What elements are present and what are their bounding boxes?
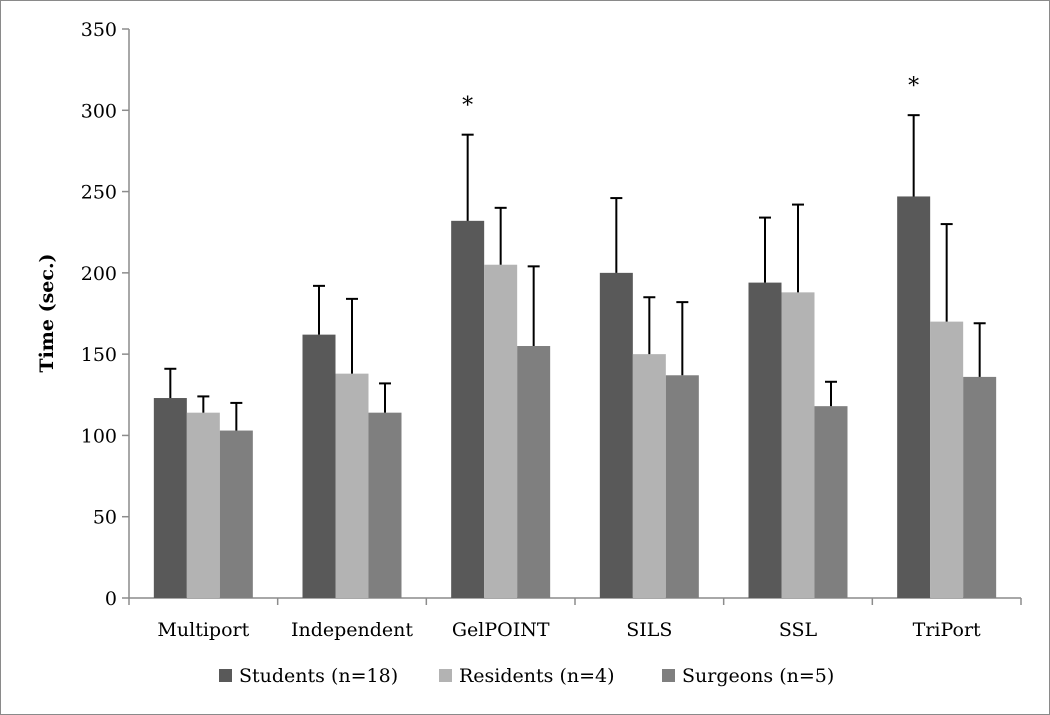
y-tick-label: 0 [105,588,117,610]
x-tick-label: GelPOINT [452,619,550,641]
bar-students [153,398,187,598]
legend-swatch [439,669,452,682]
bar-residents [930,321,964,598]
x-tick-label: SSL [779,619,818,641]
x-tick-label: Multiport [157,619,249,641]
bar-residents [335,373,369,598]
bar-surgeons [517,346,551,598]
bar-surgeons [963,376,997,598]
bar-residents [781,292,815,598]
bar-students [897,196,931,598]
significance-marker: * [462,94,473,119]
legend-swatch [219,669,232,682]
bar-surgeons [814,406,848,598]
bar-students [748,282,782,598]
bar-residents [632,354,666,598]
y-tick-label: 50 [93,507,117,529]
y-tick-label: 200 [81,263,117,285]
legend-label: Surgeons (n=5) [682,665,834,687]
bar-surgeons [219,430,253,598]
y-tick-label: 350 [81,19,117,41]
bar-students [451,220,485,598]
legend-label: Residents (n=4) [459,665,615,687]
x-tick-label: SILS [626,619,672,641]
bar-students [302,334,336,598]
y-tick-label: 100 [81,425,117,447]
bar-surgeons [368,412,402,598]
bar-residents [186,412,220,598]
y-tick-label: 150 [81,344,117,366]
x-tick-label: TriPort [913,619,981,641]
legend-swatch [662,669,675,682]
bar-students [599,272,633,598]
legend-label: Students (n=18) [239,665,398,687]
y-axis-label: Time (sec.) [36,253,58,372]
y-tick-label: 250 [81,182,117,204]
bar-residents [484,264,518,598]
bar-surgeons [665,375,699,598]
y-tick-label: 300 [81,100,117,122]
significance-marker: * [908,74,919,99]
x-tick-label: Independent [291,619,413,641]
